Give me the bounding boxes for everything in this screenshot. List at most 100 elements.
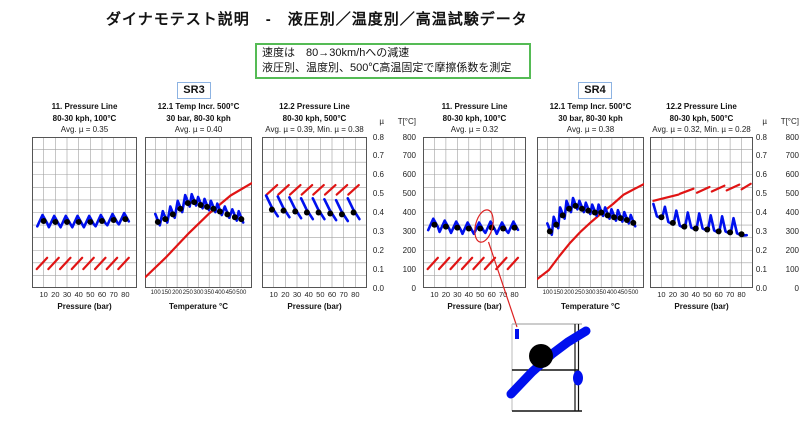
mu-tick: 0.1 [755, 264, 767, 274]
chart-stats: Avg. µ = 0.32 [450, 125, 499, 134]
chart-plot [145, 137, 252, 288]
chart-header: 11. Pressure Line 80-30 kph, 100°C Avg. … [32, 101, 137, 136]
mu-tick: 0.8 [372, 132, 384, 142]
x-axis-ticks: 10 20 30 40 50 60 70 80 [262, 290, 367, 300]
temp-tick: 700 [785, 151, 799, 161]
x-tick: 60 [487, 290, 496, 299]
chart-subtitle: 30 bar, 80-30 kph [166, 113, 231, 123]
chart-sr4-temp-increase: 12.1 Temp Incr. 500°C 30 bar, 80-30 kph … [537, 101, 644, 319]
x-tick: 50 [476, 290, 485, 299]
temp-tick: 300 [402, 226, 416, 236]
x-tick: 350 [204, 290, 215, 296]
mu-tick: 0.3 [755, 226, 767, 236]
chart-subtitle: 80-30 kph, 100°C [442, 113, 507, 123]
temp-tick: 500 [785, 189, 799, 199]
chart-title: 11. Pressure Line [51, 102, 118, 111]
x-tick: 80 [121, 290, 130, 299]
x-tick: 30 [292, 290, 302, 299]
chart-header: 12.2 Pressure Line 80-30 kph, 500°C Avg.… [262, 101, 367, 136]
x-tick: 400 [214, 290, 225, 296]
x-tick: 30 [62, 290, 72, 299]
x-tick: 10 [39, 290, 48, 299]
x-tick: 250 [182, 290, 193, 296]
x-tick: 70 [498, 290, 508, 299]
temp-axis-header: T[°C] [397, 117, 416, 126]
x-tick: 450 [225, 290, 236, 296]
note-box: 速度は 80→30km/hへの減速 液圧別、温度別、500℃高温固定で摩擦係数を… [255, 43, 531, 79]
x-tick: 450 [617, 290, 628, 296]
chart-stats: Avg. µ = 0.35 [60, 125, 109, 134]
chart-plot [262, 137, 367, 288]
x-tick: 200 [564, 290, 575, 296]
x-tick: 70 [109, 290, 118, 299]
x-tick: 20 [668, 290, 678, 299]
mu-tick: 0.3 [372, 226, 384, 236]
inset-mu-blob [573, 370, 583, 386]
x-tick: 350 [596, 290, 607, 296]
x-axis-ticks: 10 20 30 40 50 60 70 80 [32, 290, 137, 300]
chart-stats: Avg. µ = 0.38 [566, 125, 615, 134]
mu-tick: 0.4 [755, 208, 767, 217]
x-tick: 10 [269, 290, 278, 299]
mu-tick: 0.4 [372, 208, 384, 217]
x-tick: 20 [441, 290, 451, 299]
chart-header: 12.1 Temp Incr. 500°C 30 bar, 80-30 kph … [145, 101, 252, 136]
mu-tick: 0.8 [755, 132, 767, 142]
chart-plot [537, 137, 644, 288]
x-tick: 200 [172, 290, 183, 296]
chart-plot [650, 137, 753, 288]
chart-stats: Avg. µ = 0.32, Min. µ = 0.28 [652, 125, 751, 134]
x-tick: 80 [737, 290, 746, 299]
x-tick: 40 [464, 290, 473, 299]
x-axis-ticks: 10 20 30 40 50 60 70 80 [423, 290, 526, 300]
mu-tick: 0.0 [372, 283, 384, 293]
chart-header: 12.2 Pressure Line 80-30 kph, 500°C Avg.… [650, 101, 753, 136]
x-axis-ticks: 10 20 30 40 50 60 70 80 [650, 290, 753, 300]
chart-sr4-pressure-500c: 12.2 Pressure Line 80-30 kph, 500°C Avg.… [650, 101, 753, 319]
inset-mu-mark [515, 329, 519, 339]
x-tick: 300 [585, 290, 596, 296]
x-tick: 80 [351, 290, 360, 299]
chart-title: 12.1 Temp Incr. 500°C [157, 102, 240, 111]
temp-tick: 400 [402, 208, 416, 217]
mu-axis-header: µ [379, 117, 384, 126]
chart-plot [423, 137, 526, 288]
mu-axis-header: µ [762, 117, 767, 126]
mu-tick: 0.5 [755, 189, 767, 199]
group-label-sr3: SR3 [177, 82, 211, 99]
mu-tick: 0.2 [755, 245, 767, 255]
temp-tick: 100 [402, 264, 416, 274]
mu-tick: 0.6 [372, 170, 384, 180]
mu-tick: 0.7 [372, 151, 384, 161]
x-tick: 300 [193, 290, 204, 296]
x-tick: 150 [161, 290, 172, 296]
mu-tick: 0.6 [755, 170, 767, 180]
temp-tick: 500 [402, 189, 416, 199]
temp-tick: 700 [402, 151, 416, 161]
x-tick: 70 [725, 290, 735, 299]
chart-title: 12.2 Pressure Line [279, 102, 350, 111]
x-tick: 60 [327, 290, 337, 299]
x-tick: 500 [628, 290, 639, 296]
temp-tick: 300 [785, 226, 799, 236]
x-tick: 100 [542, 290, 553, 296]
chart-header: 12.1 Temp Incr. 500°C 30 bar, 80-30 kph … [537, 101, 644, 136]
x-tick: 500 [236, 290, 247, 296]
x-axis-label: Pressure (bar) [674, 302, 729, 311]
chart-subtitle: 80-30 kph, 500°C [669, 113, 734, 123]
x-tick: 60 [97, 290, 107, 299]
temp-tick: 600 [402, 170, 416, 180]
mu-tick: 0.5 [372, 189, 384, 199]
chart-sr3-pressure-100c: 11. Pressure Line 80-30 kph, 100°C Avg. … [32, 101, 137, 319]
x-tick: 50 [86, 290, 95, 299]
magnifier-inset [506, 323, 591, 412]
mu-tick: 0.7 [755, 151, 767, 161]
chart-title: 11. Pressure Line [441, 102, 508, 111]
x-tick: 40 [691, 290, 700, 299]
x-axis-label: Temperature °C [560, 302, 621, 311]
x-axis-label: Temperature °C [168, 302, 229, 311]
x-axis-label: Pressure (bar) [57, 302, 112, 311]
x-tick: 150 [553, 290, 564, 296]
temp-tick: 0 [411, 283, 416, 293]
temp-tick: 200 [402, 245, 416, 255]
